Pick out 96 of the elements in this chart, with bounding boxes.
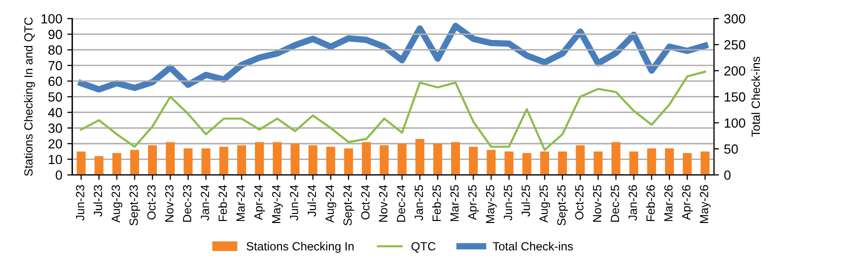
bar [94, 156, 104, 175]
bar [130, 150, 140, 175]
bar [700, 151, 710, 175]
x-tick-label: Aug-24 [326, 184, 336, 223]
x-tick-label: Nov-24 [379, 184, 388, 222]
y-tick-label: 90 [48, 30, 62, 40]
bar [486, 150, 496, 175]
bar [184, 148, 193, 175]
y-tick-label: 40 [48, 108, 62, 118]
x-tick-label: Nov-25 [592, 185, 602, 222]
x-tick-label: Dec-23 [182, 185, 192, 222]
bar [112, 153, 122, 175]
x-tick-label: Jul-25 [521, 185, 530, 217]
bar [433, 144, 442, 175]
x-tick-label: Jan-25 [414, 185, 424, 221]
y-tick-label: 80 [48, 45, 62, 55]
x-tick-label: Sept-23 [129, 185, 140, 226]
x-tick-label: Jan-26 [628, 185, 637, 221]
y2-axis-title: Total Check-ins [751, 56, 760, 137]
bar [326, 146, 336, 175]
bar [166, 142, 175, 175]
x-tick-label: Oct-25 [575, 185, 584, 220]
line-series [80, 70, 706, 151]
y-tick-label: 50 [48, 92, 62, 102]
bar [468, 146, 478, 175]
x-tick-label: May-24 [272, 184, 283, 224]
x-tick-label: May-26 [700, 185, 711, 224]
y-tick-label: 0 [56, 170, 62, 180]
y2-tick-label: 150 [724, 92, 746, 102]
y2-tick-label: 50 [724, 144, 738, 154]
bar [522, 153, 532, 175]
x-tick-label: Jun-24 [290, 184, 298, 221]
y-tick-label: 20 [48, 139, 62, 149]
bar [540, 151, 550, 175]
bar [415, 138, 424, 175]
x-tick-label: Apr-24 [254, 184, 265, 220]
y2-tick-label: 100 [724, 118, 746, 128]
bar [682, 153, 692, 175]
bar [272, 142, 282, 175]
x-tick-label: Feb-26 [646, 185, 655, 222]
x-tick-label: Jun-23 [76, 185, 84, 221]
x-tick-label: Sept-25 [557, 185, 568, 226]
bar [576, 145, 585, 175]
bar [344, 148, 354, 175]
bar [308, 145, 318, 175]
x-tick-label: Feb-25 [432, 185, 441, 222]
x-tick-label: Oct-24 [361, 184, 370, 220]
x-tick-label: Jul-23 [93, 185, 102, 217]
bar [612, 142, 620, 175]
legend-label: Total Check-ins [492, 242, 573, 250]
bar [504, 151, 514, 175]
bar [664, 148, 674, 175]
x-tick-label: Oct-23 [147, 185, 156, 220]
x-tick-label: Dec-24 [396, 184, 406, 222]
x-tick-label: Jul-24 [307, 184, 316, 217]
y-tick-label: 10 [48, 154, 62, 164]
y2-tick-label: 250 [724, 40, 746, 50]
x-tick-label: Apr-25 [468, 185, 479, 220]
y-axis-title: Stations Checking In and QTC [24, 17, 35, 176]
legend-label: QTC [412, 242, 436, 253]
x-tick-label: Nov-23 [165, 185, 174, 222]
bar [629, 151, 638, 175]
bar [290, 144, 300, 175]
y-tick-label: 100 [42, 14, 62, 24]
x-tick-label: Jun-25 [504, 185, 512, 221]
y-tick-label: 30 [48, 124, 62, 133]
y2-tick-label: 0 [724, 170, 731, 180]
bar [237, 145, 246, 175]
x-tick-label: Mar-24 [236, 184, 245, 222]
x-tick-label: Aug-23 [112, 185, 122, 223]
x-tick-label: Apr-26 [682, 185, 693, 220]
bar [594, 151, 603, 175]
bar [451, 142, 460, 175]
x-tick-label: Mar-25 [450, 185, 459, 222]
bar [201, 148, 210, 175]
x-tick-label: Jan-24 [200, 184, 210, 221]
bar [362, 142, 371, 175]
bar [398, 144, 406, 175]
x-tick-label: Sept-24 [343, 184, 354, 226]
x-tick-label: Feb-24 [218, 184, 227, 222]
y2-tick-label: 200 [724, 66, 746, 76]
bar [254, 142, 264, 175]
bar [148, 145, 157, 175]
y2-tick-label: 300 [724, 14, 746, 24]
bar [76, 151, 86, 175]
x-tick-label: May-25 [486, 185, 497, 224]
y-tick-label: 60 [48, 76, 62, 86]
x-tick-label: Mar-26 [664, 185, 673, 222]
bar [647, 148, 656, 175]
x-tick-label: Dec-25 [610, 185, 620, 222]
bar [558, 151, 567, 175]
legend-label: Stations Checking In [246, 242, 354, 253]
y-tick-label: 70 [48, 61, 62, 70]
bar [219, 146, 228, 175]
bar [380, 145, 389, 175]
x-tick-label: Aug-25 [539, 185, 550, 223]
